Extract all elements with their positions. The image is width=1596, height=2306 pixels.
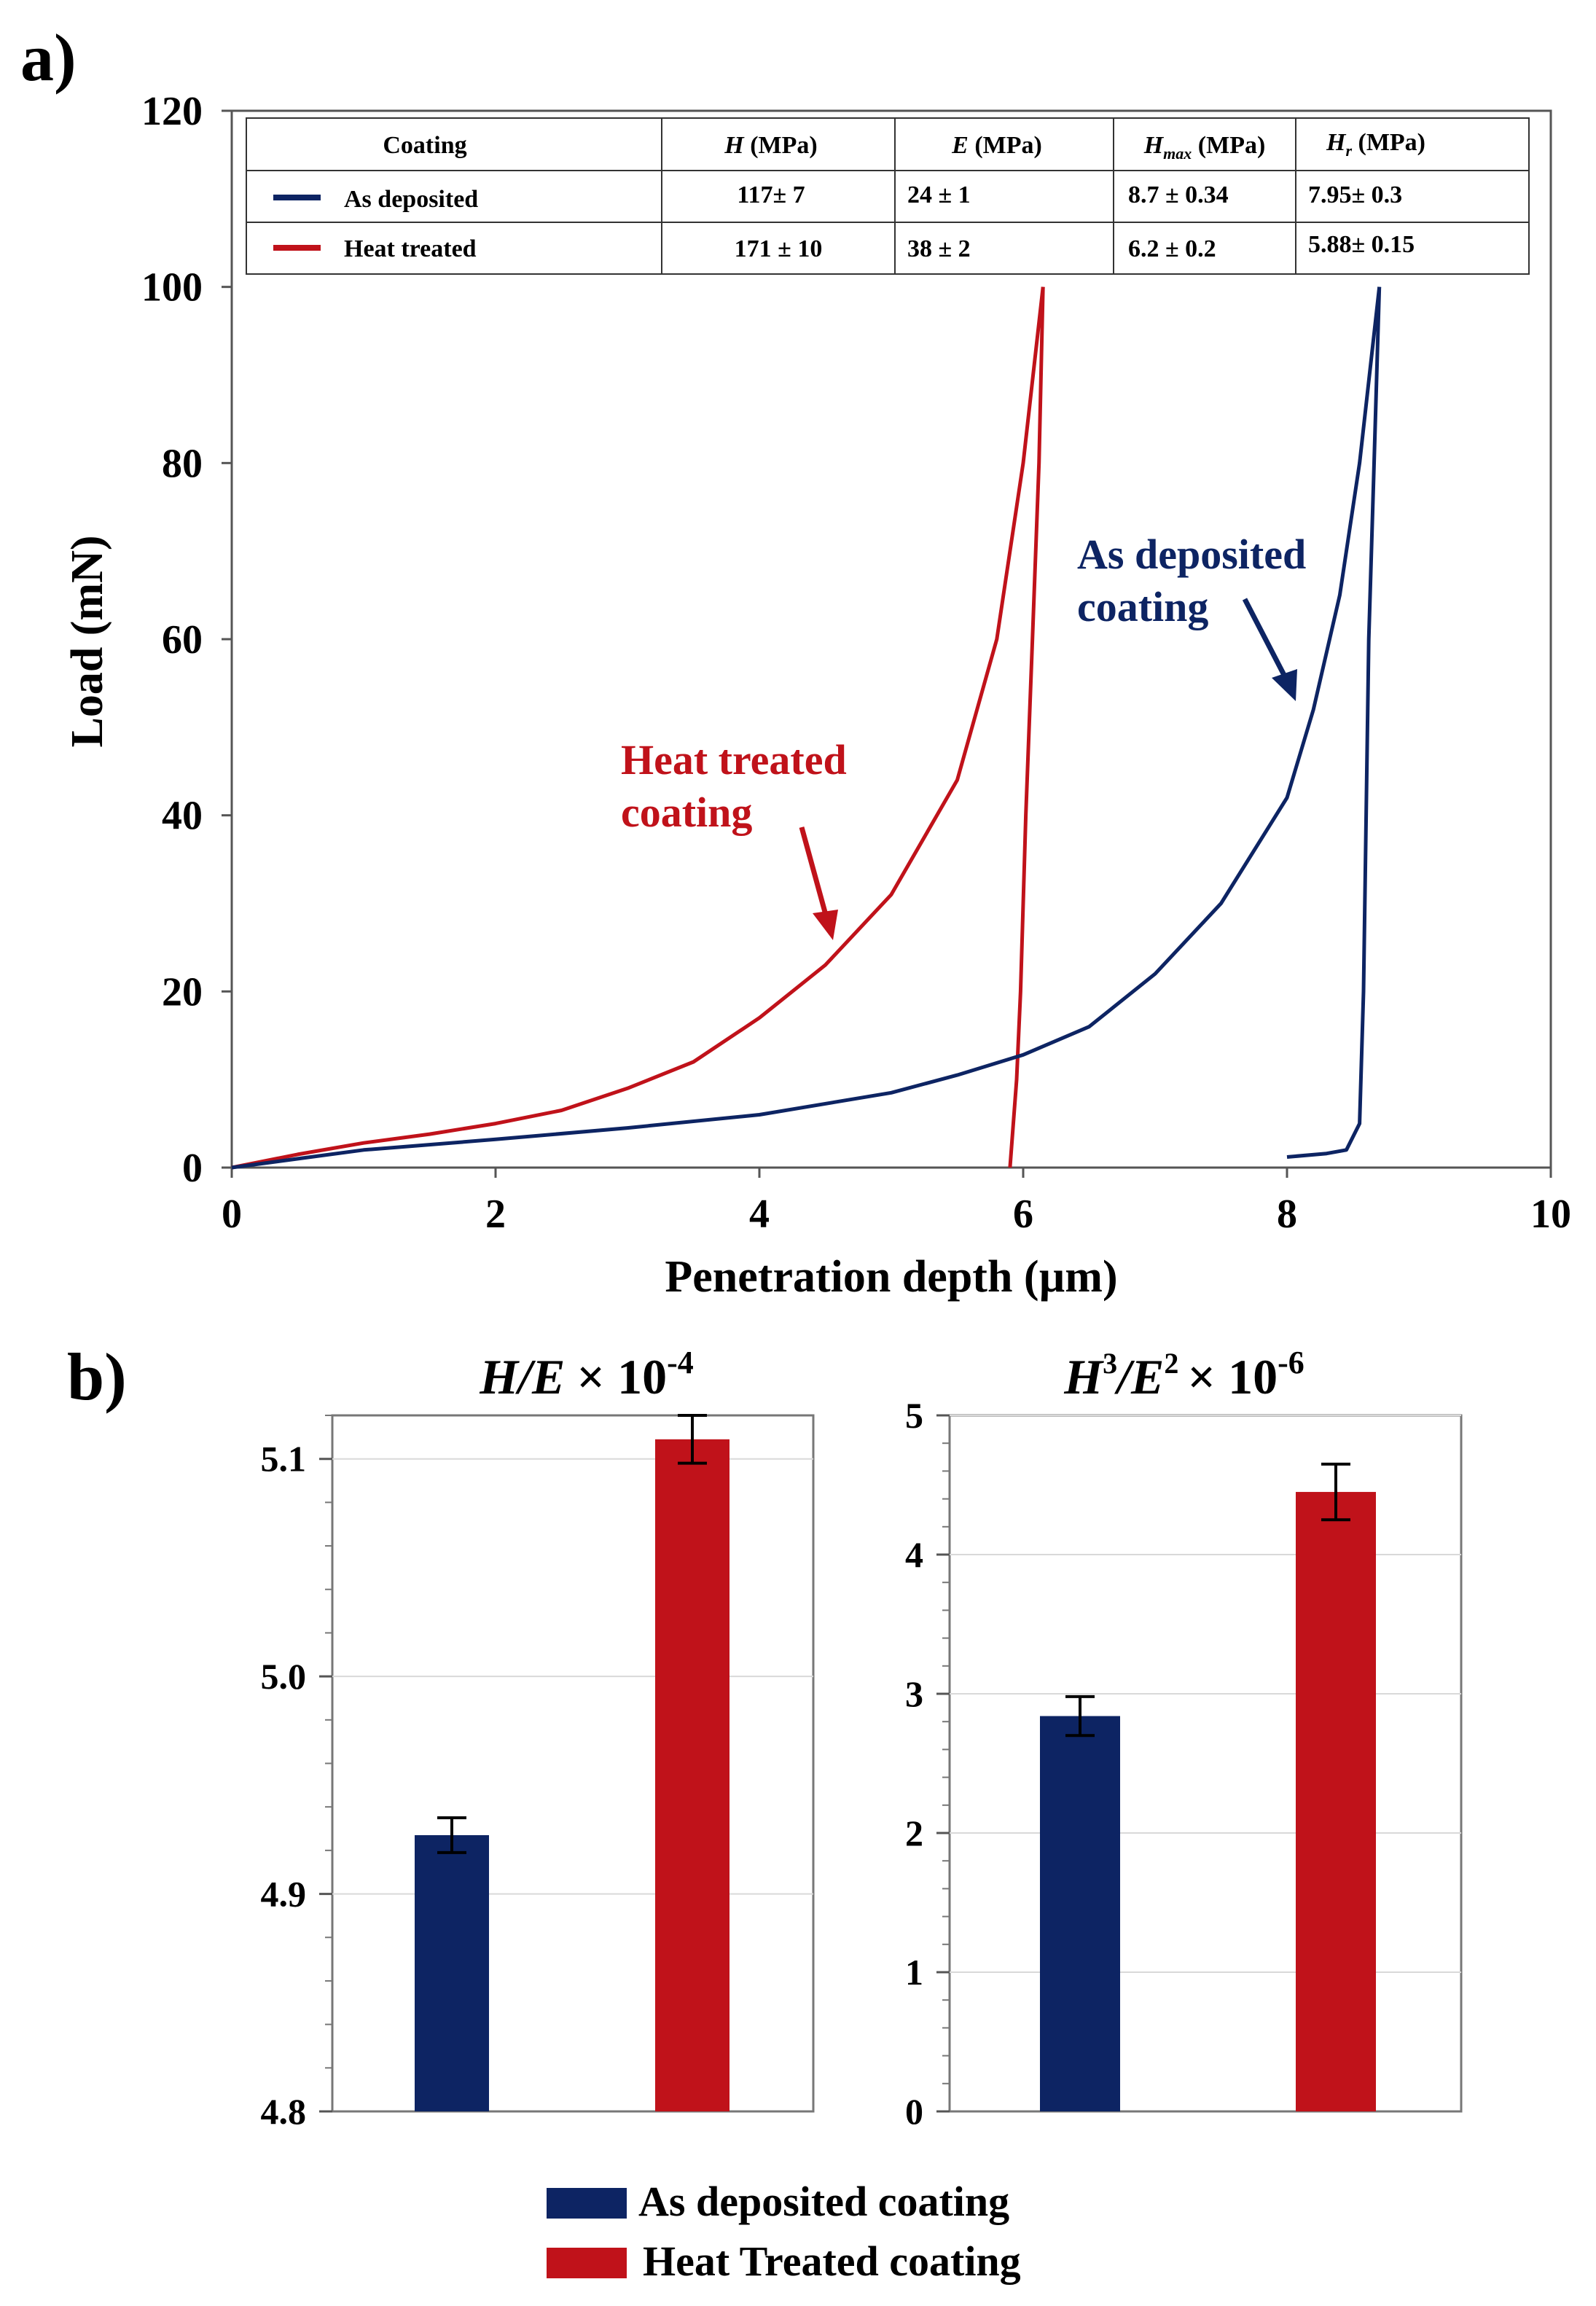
x-axis-title: Penetration depth (µm) (665, 1252, 1117, 1302)
table-header-h: H (MPa) (724, 132, 817, 159)
h-over-e-marks: 4.8 4.9 5.0 5.1 (261, 1414, 813, 2132)
table-cell-hr: 5.88± 0.15 (1308, 231, 1415, 258)
table-header-e: E (MPa) (951, 132, 1042, 159)
y-tick-label: 0 (182, 1146, 203, 1191)
table-cell-hr: 7.95± 0.3 (1308, 181, 1402, 208)
x-tick-label: 0 (222, 1192, 242, 1237)
annotation-as-deposited: As deposited coating (1077, 531, 1306, 701)
x-tick-label: 2 (485, 1192, 506, 1237)
y-tick-label: 0 (905, 2091, 923, 2132)
y-tick-label: 120 (141, 89, 203, 134)
table-cell-e: 24 ± 1 (907, 181, 971, 208)
h3-over-e2-marks: 0 1 2 3 4 5 (905, 1395, 1461, 2132)
table-row-name: As deposited (344, 186, 478, 213)
annotation-heat-treated-line1: Heat treated (621, 736, 847, 783)
y-tick-label: 4 (905, 1534, 923, 1575)
annotation-as-deposited-line1: As deposited (1077, 531, 1306, 578)
table-frame (246, 117, 1530, 275)
arrow-head-icon (813, 910, 838, 940)
legend-swatch-heat-treated (547, 2248, 627, 2278)
annotation-as-deposited-line2: coating (1077, 583, 1208, 630)
table-header-hmax: Hmax (MPa) (1143, 132, 1266, 163)
y-tick-label: 4.9 (261, 1874, 307, 1915)
x-tick-label: 4 (749, 1192, 770, 1237)
y-tick-label: 3 (905, 1673, 923, 1714)
as-deposited-loading-curve (231, 286, 1382, 1170)
y-tick-label: 40 (162, 794, 203, 839)
arrow-head-icon (1272, 669, 1297, 701)
x-tick-label: 6 (1013, 1192, 1033, 1237)
y-tick-label: 5.0 (261, 1656, 307, 1697)
y-tick-label: 5 (905, 1395, 923, 1436)
bar-heat-treated (1296, 1492, 1376, 2111)
h3-over-e2-plot-area (948, 1414, 1463, 2113)
y-tick-label: 60 (162, 617, 203, 663)
legend-label-heat-treated: Heat Treated coating (643, 2237, 1021, 2285)
y-tick-label: 4.8 (261, 2091, 307, 2132)
y-tick-label: 2 (905, 1813, 923, 1853)
y-tick-label: 100 (141, 265, 203, 310)
properties-table: Coating H (MPa) E (MPa) Hmax (MPa) Hr (M… (246, 117, 1530, 275)
bar-legend: As deposited coating Heat Treated coatin… (547, 2178, 1021, 2285)
table-header-hr: Hr (MPa) (1326, 129, 1425, 160)
y-tick-label: 5.1 (261, 1439, 307, 1480)
annotation-arrow-heat-treated (799, 826, 829, 915)
table-header-coating: Coating (383, 132, 466, 159)
bar-as-deposited (1040, 1716, 1120, 2111)
h-over-e-title: H/E × 10-4 (479, 1345, 694, 1404)
h3-over-e2-title: H3/E2 × 10-6 (1063, 1345, 1304, 1404)
table-cell-hmax: 8.7 ± 0.34 (1128, 181, 1229, 208)
panel-a-label: a) (20, 20, 77, 95)
table-cell-hmax: 6.2 ± 0.2 (1128, 235, 1216, 262)
legend-swatch-as-deposited (547, 2188, 627, 2219)
x-tick-label: 10 (1530, 1192, 1571, 1237)
table-cell-h: 117± 7 (737, 181, 805, 208)
bar-heat-treated (655, 1439, 729, 2111)
table-cell-h: 171 ± 10 (735, 235, 823, 262)
bar-as-deposited (415, 1834, 489, 2111)
y-tick-label: 20 (162, 969, 203, 1015)
annotation-arrow-as-deposited (1242, 598, 1289, 681)
chart-a-lines (231, 286, 1382, 1170)
y-axis-title: Load (mN) (63, 535, 112, 747)
annotation-heat-treated: Heat treated coating (621, 736, 847, 940)
as-deposited-unloading-curve (1286, 286, 1382, 1159)
heat-treated-loading-curve (231, 286, 1045, 1170)
annotation-heat-treated-line2: coating (621, 789, 752, 836)
y-tick-label: 80 (162, 441, 203, 486)
heat-treated-unloading-curve (1008, 286, 1045, 1168)
table-cell-e: 38 ± 2 (907, 235, 971, 262)
legend-label-as-deposited: As deposited coating (638, 2178, 1009, 2225)
h3-over-e2-chart: H3/E2 × 10-6 0 1 2 3 4 5 (905, 1345, 1463, 2132)
y-tick-label: 1 (905, 1952, 923, 1993)
h-over-e-chart: H/E × 10-4 4.8 4.9 5.0 5.1 (261, 1345, 815, 2132)
panel-b-label: b) (67, 1340, 127, 1414)
x-tick-label: 8 (1277, 1192, 1297, 1237)
h-over-e-plot-area (331, 1414, 815, 2113)
table-row-name: Heat treated (344, 235, 477, 262)
